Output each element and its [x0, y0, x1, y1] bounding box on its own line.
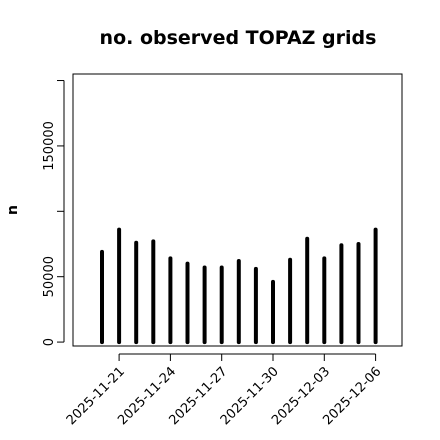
- y-axis: 0 50000 150000: [42, 80, 65, 346]
- y-tick-label: 50000: [42, 256, 57, 297]
- plot-frame: [72, 73, 403, 347]
- y-axis-label: n: [5, 205, 21, 215]
- bars: [100, 227, 378, 345]
- x-axis: 2025-11-212025-11-242025-11-272025-11-30…: [64, 353, 384, 428]
- chart-title: no. observed TOPAZ grids: [100, 27, 377, 49]
- y-tick-label: 0: [42, 338, 57, 346]
- y-tick-label: 150000: [42, 121, 57, 171]
